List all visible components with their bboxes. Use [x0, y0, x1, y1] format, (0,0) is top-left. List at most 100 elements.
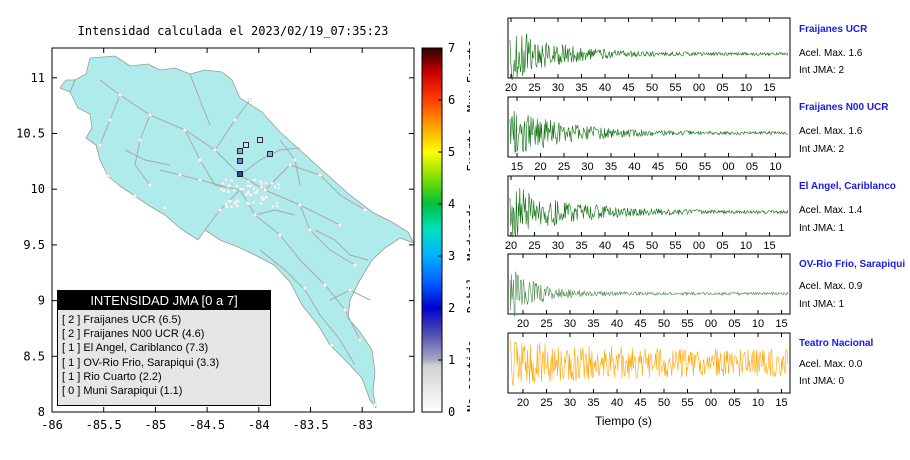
- lat-tick-label: 10.5: [16, 127, 45, 141]
- trace-tick-label: 50: [658, 397, 670, 409]
- city-dot: [107, 117, 112, 122]
- station-square: [264, 195, 268, 199]
- station-square: [260, 182, 264, 186]
- trace-tick-label: 05: [716, 240, 728, 252]
- road: [189, 73, 211, 126]
- station-square: [239, 187, 243, 191]
- station-title-3: El Angel, Cariblanco: [799, 181, 896, 192]
- legend-row: [ 2 ] Fraijanes N00 UCR (4.6): [62, 328, 205, 341]
- city-dot: [288, 162, 293, 167]
- trace-tick-label: 35: [587, 397, 599, 409]
- trace-frame: [507, 175, 791, 237]
- trace-tick-label: 45: [634, 397, 646, 409]
- station-square: [277, 186, 281, 190]
- intensity-colorbar: 0 1 2 3 4 5 6 7 No sentido Debil Moderado Fuerte Muy…: [421, 40, 470, 419]
- trace-tick-label: 55: [669, 82, 681, 94]
- station-square: [264, 181, 268, 185]
- colorbar-tick-label: 4: [448, 197, 455, 211]
- lat-tick-label: 8: [38, 405, 45, 419]
- colorbar-tick-label: 0: [448, 405, 455, 419]
- station-jma-2: Int JMA: 2: [799, 144, 845, 155]
- trace-tick-label: 50: [658, 318, 670, 330]
- colorbar-class-label: Muy Fuerte: [465, 40, 470, 112]
- trace-tick-label: 00: [722, 161, 734, 173]
- road: [159, 169, 231, 189]
- trace-tick-label: 25: [540, 318, 552, 330]
- trace-tick-label: 50: [646, 240, 658, 252]
- colorbar-tick-label: 7: [448, 41, 455, 55]
- lat-tick-label: 9.5: [23, 238, 45, 252]
- trace-tick-label: 15: [763, 240, 775, 252]
- trace-tick-label: 05: [746, 161, 758, 173]
- intensity-station-marker: [257, 137, 263, 143]
- city-dot: [318, 172, 323, 177]
- city-dot: [358, 338, 363, 343]
- waveform-line: [509, 187, 789, 238]
- city-dot: [162, 205, 167, 210]
- trace-tick-label: 20: [517, 318, 529, 330]
- intensity-legend: INTENSIDAD JMA [0 a 7] [ 2 ] Fraijanes U…: [57, 290, 271, 406]
- station-square: [235, 204, 239, 208]
- colorbar-tick-label: 6: [448, 93, 455, 107]
- station-square: [249, 193, 253, 197]
- colorbar-tick-label: 5: [448, 145, 455, 159]
- station-square: [271, 204, 275, 208]
- trace-frame: [507, 96, 791, 158]
- trace-tick-label: 00: [693, 82, 705, 94]
- trace-tick-label: 10: [740, 82, 752, 94]
- station-square: [227, 200, 231, 203]
- station-square: [221, 182, 225, 186]
- trace-tick-label: 35: [575, 240, 587, 252]
- station-peak-3: Acel. Max. 1.4: [799, 205, 863, 216]
- lat-tick-label: 11: [31, 71, 45, 85]
- station-square: [220, 187, 224, 191]
- station-jma-4: Int JMA: 1: [799, 299, 845, 310]
- trace-panel: 20 25 30 35 40 45 50 55 00 05 10 15: [505, 175, 791, 252]
- trace-tick-label: 50: [675, 161, 687, 173]
- station-square: [236, 199, 239, 203]
- trace-tick-label: 20: [534, 161, 546, 173]
- lon-tick-label: -86: [41, 418, 63, 432]
- station-jma-5: Int JMA: 0: [799, 376, 845, 387]
- lon-tick-label: -84.5: [189, 418, 225, 432]
- station-square: [229, 178, 233, 182]
- trace-tick-label: 40: [599, 82, 611, 94]
- city-dot: [348, 288, 353, 293]
- trace-tick-label: 05: [728, 318, 740, 330]
- legend-row: [ 1 ] OV-Rio Frio, Sarapiqui (3.3): [62, 356, 220, 369]
- trace-tick-label: 45: [652, 161, 664, 173]
- intensity-station-marker: [237, 171, 243, 177]
- city-dot: [97, 142, 102, 147]
- station-title-4: OV-Rio Frio, Sarapiqui: [799, 259, 906, 270]
- city-dot: [147, 182, 152, 187]
- station-peak-2: Acel. Max. 1.6: [799, 126, 863, 137]
- station-square: [225, 205, 229, 209]
- trace-tick-label: 30: [552, 240, 564, 252]
- city-dot: [182, 127, 187, 132]
- colorbar-class-label: Moderado: [465, 203, 470, 261]
- trace-tick-label: 25: [558, 161, 570, 173]
- station-square: [248, 184, 251, 188]
- trace-tick-label: 45: [634, 318, 646, 330]
- city-dot: [217, 207, 222, 212]
- station-square: [222, 189, 226, 193]
- station-square: [233, 201, 237, 205]
- trace-tick-label: 30: [564, 318, 576, 330]
- station-markers: [220, 137, 281, 209]
- traces-x-axis-label: Tiempo (s): [595, 414, 652, 428]
- trace-tick-label: 15: [763, 82, 775, 94]
- legend-row: [ 0 ] Muni Sarapiqui (1.1): [62, 385, 183, 398]
- road: [299, 204, 356, 266]
- city-dot: [197, 177, 202, 182]
- trace-frame: [507, 253, 791, 315]
- trace-tick-label: 10: [752, 397, 764, 409]
- colorbar-class-label: Fuerte: [465, 128, 470, 171]
- city-dot: [137, 137, 142, 142]
- trace-tick-label: 35: [575, 82, 587, 94]
- nicoya-fragment: [59, 79, 76, 93]
- intensity-station-marker: [237, 158, 243, 164]
- station-square: [235, 184, 239, 188]
- station-jma-1: Int JMA: 2: [799, 65, 845, 76]
- lat-tick-label: 9: [38, 294, 45, 308]
- trace-tick-label: 25: [528, 240, 540, 252]
